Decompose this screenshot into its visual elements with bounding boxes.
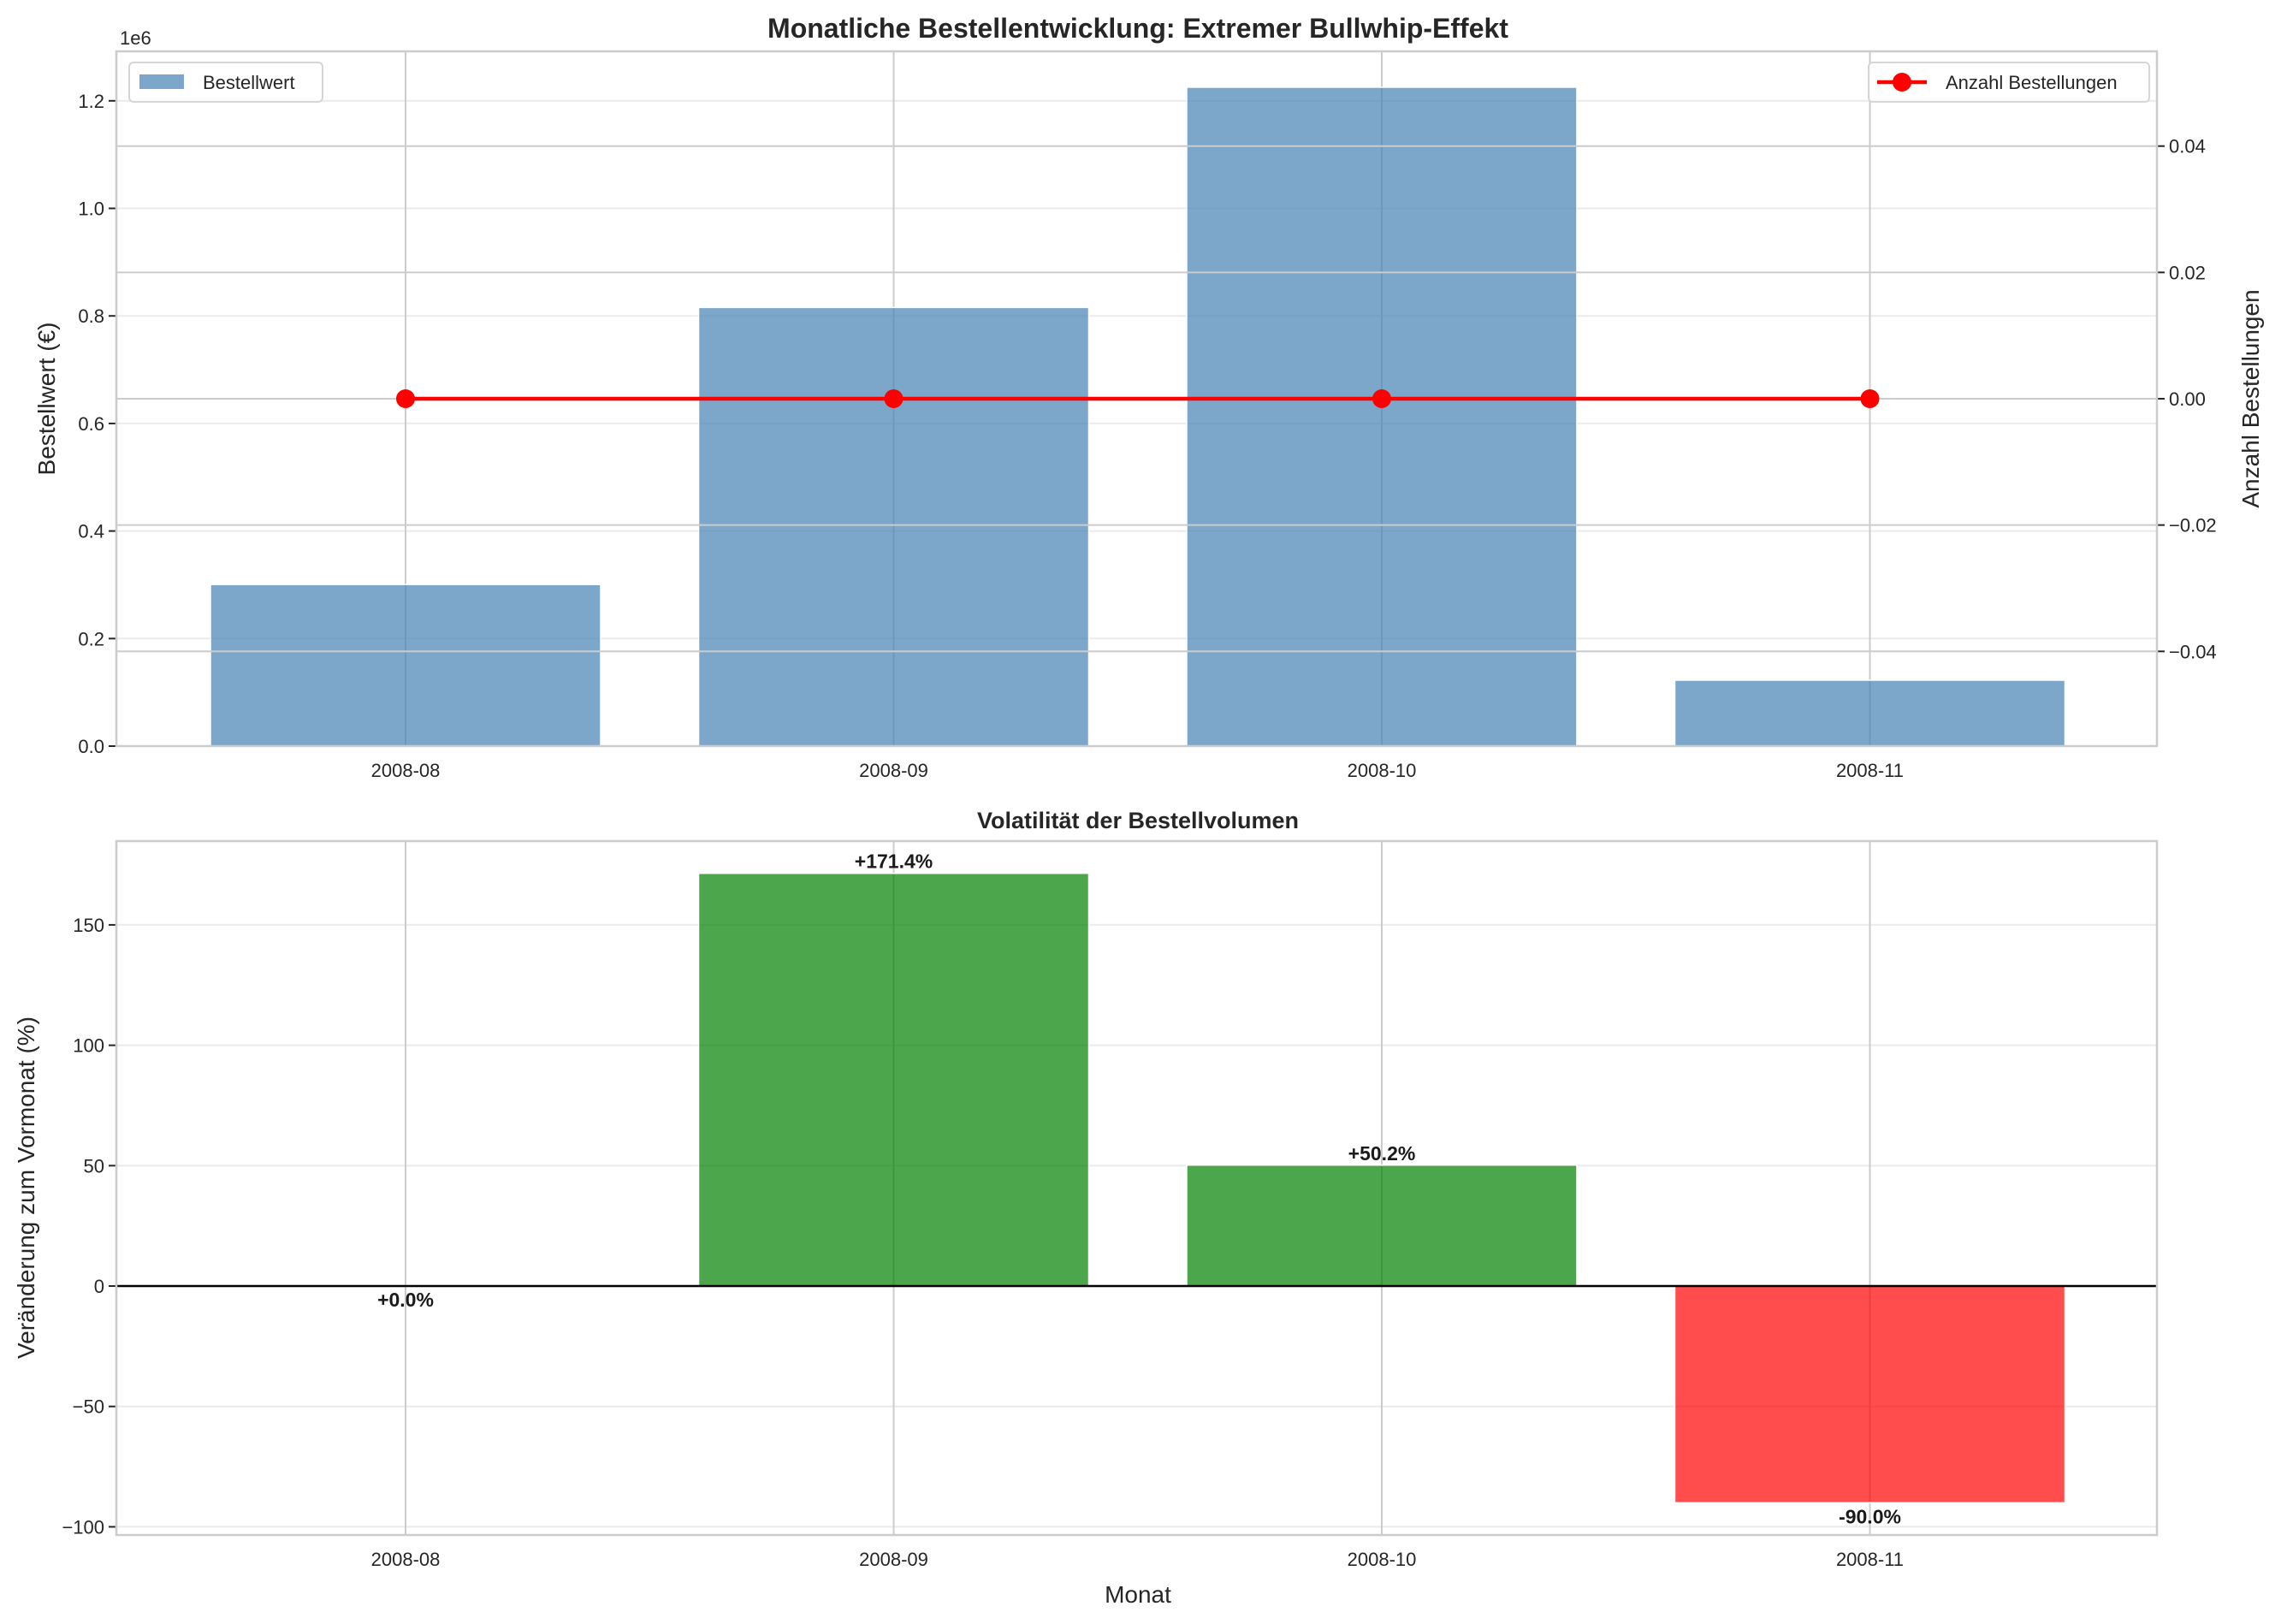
line-marker: [884, 389, 904, 408]
legend-label: Bestellwert: [203, 72, 295, 93]
right-tick-label: 0.04: [2169, 136, 2206, 157]
top-chart: 0.0 0.2 0.4 0.6 0.8 1.0 1.2 −0.04 −0.02 0.00 0.02 0…: [33, 27, 2264, 781]
value-label: -90.0%: [1839, 1505, 1901, 1527]
y-axis-label: Veränderung zum Vormonat (%): [13, 1016, 39, 1359]
bar-change: [1186, 1165, 1578, 1287]
y-axis-label-left: Bestellwert (€): [33, 323, 60, 476]
x-tick-label: 2008-11: [1836, 1549, 1904, 1570]
legend-box: [1868, 62, 2150, 103]
left-tick-label: 1.0: [78, 199, 104, 220]
y-tick-label: 150: [73, 915, 104, 936]
legend-box: [128, 62, 323, 103]
left-tick-label: 0.0: [78, 736, 104, 757]
bottom-chart: −100 −50 0 50 100 150 +0.0% +171.4% +50.2% -90.0%…: [13, 839, 2159, 1608]
subplot-title: Volatilität der Bestellvolumen: [977, 808, 1299, 833]
bar-bestellwert: [1674, 679, 2066, 747]
bar-bestellwert: [697, 306, 1090, 747]
right-tick-label: 0.00: [2169, 388, 2206, 410]
y-tick-label: −100: [62, 1516, 104, 1538]
y-tick-label: −50: [73, 1396, 104, 1418]
value-label: +171.4%: [855, 851, 933, 873]
left-tick-label: 0.4: [78, 521, 104, 542]
line-marker: [1372, 389, 1391, 408]
x-tick-label: 2008-08: [371, 760, 441, 781]
legend-label: Anzahl Bestellungen: [1946, 72, 2118, 93]
legend-bestellwert: Bestellwert: [128, 62, 323, 103]
value-label: +0.0%: [377, 1289, 434, 1311]
y-axis-label-right: Anzahl Bestellungen: [2237, 289, 2264, 507]
bar-change: [697, 872, 1090, 1287]
x-tick-label: 2008-09: [859, 760, 928, 781]
line-marker: [396, 389, 415, 408]
bar-bestellwert: [210, 584, 601, 747]
legend-marker: [1893, 73, 1911, 92]
left-tick-label: 0.6: [78, 413, 104, 435]
y-tick-label: 50: [84, 1155, 104, 1177]
left-tick-label: 1.2: [78, 91, 104, 112]
bar-bestellwert: [1186, 86, 1578, 747]
right-tick-label: −0.02: [2169, 515, 2217, 536]
right-tick-label: −0.04: [2169, 641, 2217, 662]
line-marker: [1860, 389, 1880, 408]
x-tick-label: 2008-10: [1348, 760, 1417, 781]
y-offset-label: 1e6: [120, 27, 151, 49]
y-tick-label: 100: [73, 1035, 104, 1057]
legend-anzahl: Anzahl Bestellungen: [1868, 62, 2150, 103]
x-tick-label: 2008-08: [371, 1549, 441, 1570]
plot-frame: [115, 50, 2159, 748]
left-tick-label: 0.2: [78, 628, 104, 649]
plot-frame: [115, 839, 2159, 1537]
y-tick-label: 0: [94, 1276, 104, 1297]
legend-swatch: [139, 74, 184, 89]
right-tick-label: 0.02: [2169, 262, 2206, 283]
value-label: +50.2%: [1348, 1142, 1416, 1165]
x-tick-label: 2008-10: [1348, 1549, 1417, 1570]
x-tick-label: 2008-11: [1836, 760, 1904, 781]
left-tick-label: 0.8: [78, 305, 104, 327]
x-axis-label: Monat: [1105, 1581, 1171, 1608]
main-title: Monatliche Bestellentwicklung: Extremer …: [767, 13, 1508, 44]
x-tick-label: 2008-09: [859, 1549, 928, 1570]
bar-change: [1674, 1285, 2066, 1504]
